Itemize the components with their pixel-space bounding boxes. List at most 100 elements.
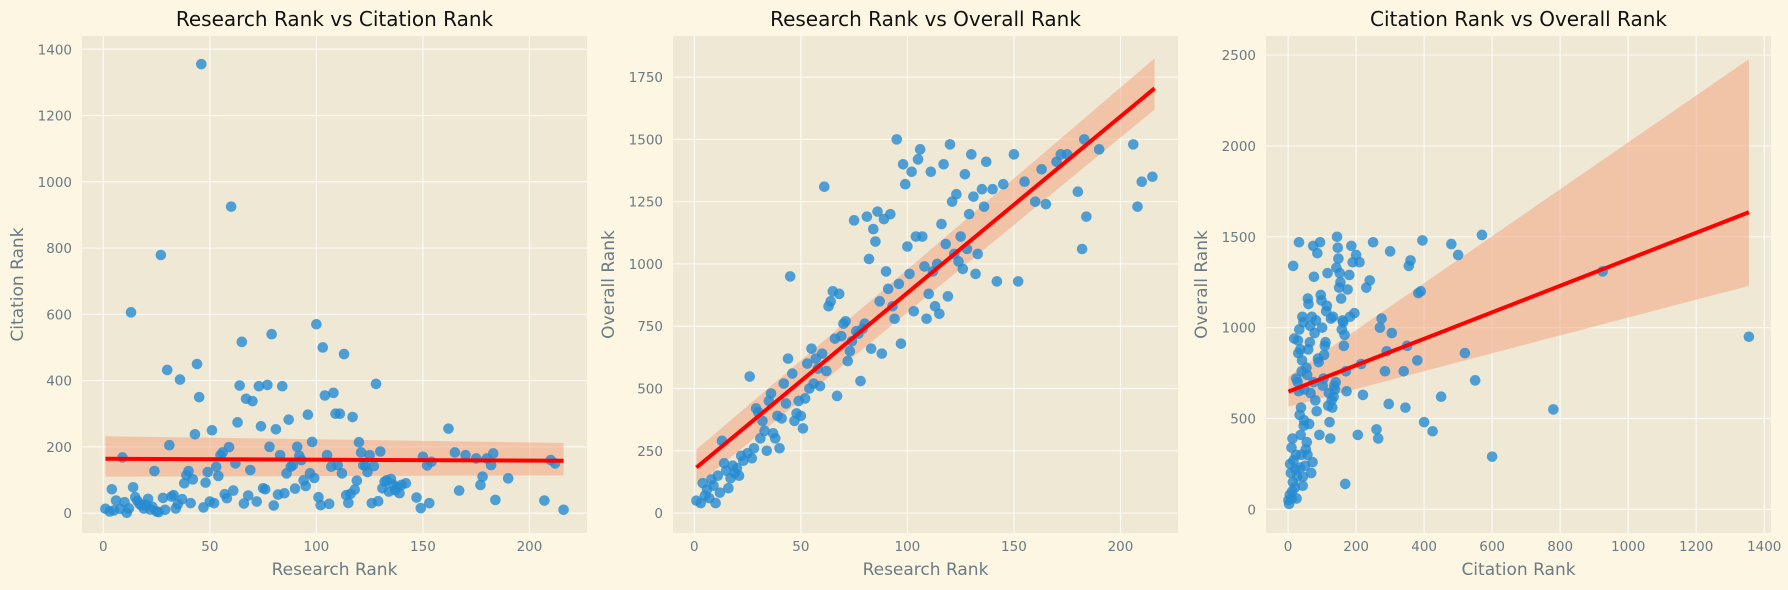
data-point xyxy=(1320,336,1331,348)
data-point xyxy=(991,276,1003,287)
data-point xyxy=(475,479,486,491)
x-tick-label: 50 xyxy=(201,539,218,555)
y-axis-label: Citation Rank xyxy=(8,227,28,341)
x-tick-label: 100 xyxy=(303,539,329,555)
data-point xyxy=(761,445,773,457)
data-point xyxy=(123,503,135,514)
chart-title: Research Rank vs Overall Rank xyxy=(770,7,1081,31)
data-point xyxy=(247,395,258,407)
data-point xyxy=(1386,327,1398,339)
y-tick-label: 2000 xyxy=(1222,139,1256,155)
data-point xyxy=(368,460,380,472)
data-point xyxy=(1132,201,1143,212)
y-tick-label: 600 xyxy=(46,307,72,323)
data-point xyxy=(799,393,811,404)
data-point xyxy=(784,271,796,282)
data-point xyxy=(449,447,461,458)
data-point xyxy=(774,442,785,454)
data-point xyxy=(291,441,303,453)
data-point xyxy=(443,423,454,434)
data-point xyxy=(477,471,488,482)
data-point xyxy=(874,296,885,307)
chart-panel-research-vs-citation: 0 50 100 150 200 0 200 400 600 800 1000 1200 1400 Re… xyxy=(8,7,587,580)
data-point xyxy=(1321,300,1333,312)
data-point xyxy=(861,211,873,222)
data-point xyxy=(1371,424,1382,435)
data-point xyxy=(157,492,169,504)
data-point xyxy=(193,391,205,403)
y-tick-label: 1000 xyxy=(629,257,663,273)
data-point xyxy=(125,307,137,318)
data-point xyxy=(242,490,254,501)
x-tick-label: 0 xyxy=(690,539,699,555)
data-point xyxy=(539,495,550,506)
data-point xyxy=(882,283,894,295)
data-point xyxy=(885,208,896,220)
x-tick-label: 0 xyxy=(1284,539,1293,555)
data-point xyxy=(1314,236,1326,248)
x-tick-label: 100 xyxy=(894,539,920,555)
data-point xyxy=(1297,480,1309,492)
data-point xyxy=(1341,385,1352,397)
data-point xyxy=(234,380,245,391)
data-point xyxy=(795,410,807,422)
data-point xyxy=(797,423,809,434)
data-point xyxy=(110,495,122,506)
data-point xyxy=(196,58,207,70)
data-point xyxy=(1292,335,1304,346)
data-point xyxy=(970,268,981,280)
points-layer xyxy=(1283,229,1755,510)
data-point xyxy=(842,355,854,367)
data-point xyxy=(161,364,173,376)
data-point xyxy=(142,493,154,505)
data-point xyxy=(1339,478,1351,490)
data-point xyxy=(917,231,928,242)
data-point xyxy=(714,487,726,498)
x-tick-label: 200 xyxy=(1343,539,1369,555)
data-point xyxy=(1127,139,1139,150)
x-axis-label: Citation Rank xyxy=(1461,560,1575,580)
data-point xyxy=(1305,467,1317,479)
data-point xyxy=(355,447,367,458)
y-axis-label: Overall Rank xyxy=(1192,230,1212,339)
data-point xyxy=(1029,196,1041,207)
data-point xyxy=(206,424,218,436)
data-point xyxy=(349,484,361,495)
y-tick-label: 1400 xyxy=(38,42,72,58)
data-point xyxy=(914,144,926,155)
data-point xyxy=(315,499,326,511)
y-tick-label: 2500 xyxy=(1222,48,1256,64)
data-point xyxy=(942,291,954,302)
data-point xyxy=(334,408,346,420)
data-point xyxy=(1379,365,1391,377)
data-point xyxy=(1384,246,1396,257)
y-tick-label: 0 xyxy=(63,506,72,522)
y-tick-label: 0 xyxy=(654,506,663,522)
data-point xyxy=(1405,255,1416,266)
data-point xyxy=(364,449,375,461)
data-point xyxy=(1292,376,1303,388)
data-point xyxy=(264,441,275,453)
data-point xyxy=(1307,456,1318,468)
data-point xyxy=(1364,275,1376,286)
data-point xyxy=(174,374,186,385)
y-tick-label: 1250 xyxy=(629,195,663,211)
data-point xyxy=(840,315,851,327)
data-point xyxy=(1383,398,1395,410)
data-point xyxy=(980,156,992,168)
data-point xyxy=(1367,236,1379,248)
data-point xyxy=(780,398,792,409)
data-point xyxy=(308,472,320,484)
data-point xyxy=(1322,267,1333,279)
data-point xyxy=(1295,344,1306,355)
data-point xyxy=(221,492,233,504)
data-point xyxy=(1295,429,1306,441)
data-point xyxy=(1342,284,1353,295)
data-point xyxy=(328,387,339,399)
regression-line xyxy=(1287,210,1750,394)
data-point xyxy=(185,497,196,509)
data-point xyxy=(424,497,435,509)
regression-layer xyxy=(1287,210,1750,394)
data-point xyxy=(925,166,937,178)
y-tick-label: 250 xyxy=(637,444,663,460)
